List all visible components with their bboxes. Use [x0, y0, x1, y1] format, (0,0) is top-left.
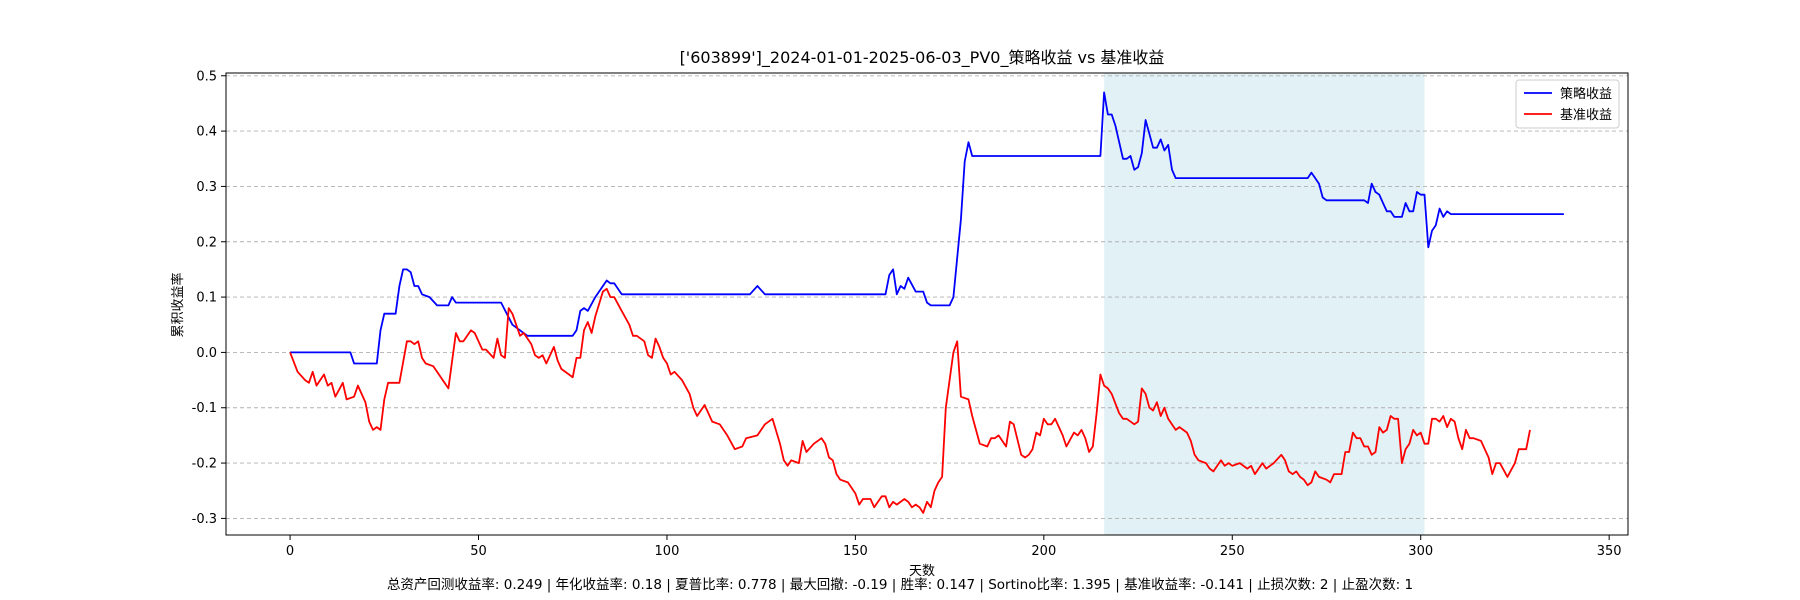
- x-tick-label: 0: [286, 544, 294, 559]
- y-tick-label: 0.0: [196, 346, 217, 361]
- y-axis-label: 累积收益率: [170, 272, 186, 337]
- plot-frame: [225, 72, 1629, 536]
- x-tick-label: 150: [843, 544, 868, 559]
- x-axis: 0 50 100 150 200 250 300 350: [286, 535, 1622, 559]
- y-axis: -0.3 -0.2 -0.1 0.0 0.1 0.2 0.3 0.4 0.5: [192, 69, 226, 527]
- y-tick-label: -0.2: [192, 457, 217, 472]
- y-tick-label: 0.2: [196, 235, 217, 250]
- x-tick-label: 50: [470, 544, 487, 559]
- x-tick-label: 100: [655, 544, 680, 559]
- y-tick-label: -0.1: [192, 401, 217, 416]
- chart-title: ['603899']_2024-01-01-2025-06-03_PV0_策略收…: [680, 48, 1165, 68]
- x-tick-label: 350: [1597, 544, 1622, 559]
- y-grid: [226, 75, 1628, 519]
- y-tick-label: 0.4: [196, 125, 217, 140]
- x-tick-label: 200: [1031, 544, 1056, 559]
- x-tick-label: 250: [1220, 544, 1245, 559]
- y-tick-label: 0.3: [196, 180, 217, 195]
- plot-background: [226, 73, 1628, 535]
- legend-label-1: 策略收益: [1560, 86, 1612, 102]
- highlight-region: [1104, 73, 1425, 535]
- plot-border: [225, 72, 1629, 536]
- x-axis-label: 天数: [909, 564, 935, 579]
- legend-label-2: 基准收益: [1560, 108, 1612, 123]
- metrics-summary: 总资产回测收益率: 0.249 | 年化收益率: 0.18 | 夏普比率: 0.…: [386, 577, 1414, 593]
- y-tick-label: -0.3: [192, 512, 217, 527]
- legend-box: [1515, 79, 1620, 129]
- series-lines: [289, 91, 1564, 514]
- shaded-region: [1104, 73, 1425, 535]
- y-tick-label: 0.1: [196, 291, 217, 306]
- plot-area: [226, 73, 1628, 535]
- series-line-2: [289, 287, 1531, 514]
- x-tick-label: 300: [1408, 544, 1433, 559]
- series-line-1: [290, 91, 1564, 365]
- y-tick-label: 0.5: [196, 69, 217, 84]
